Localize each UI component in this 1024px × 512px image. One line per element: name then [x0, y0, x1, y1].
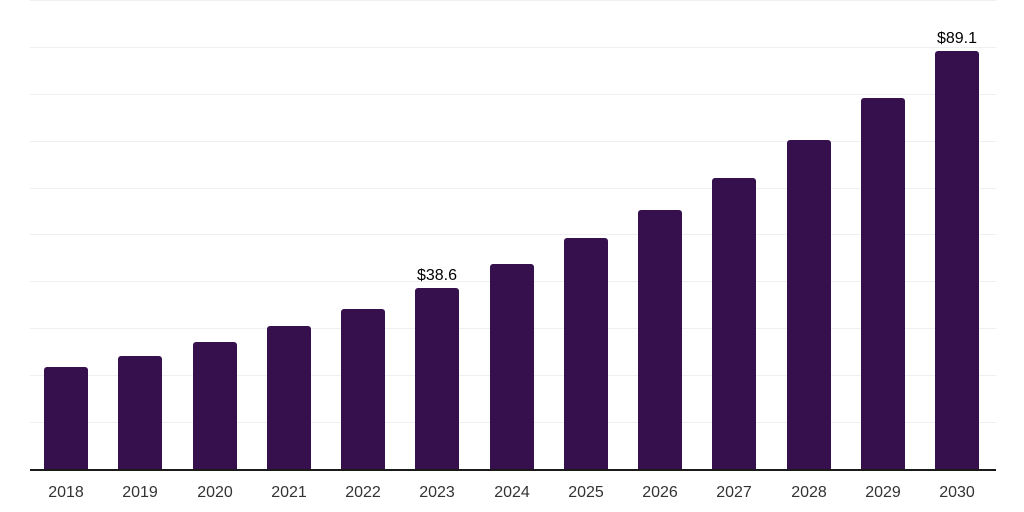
gridline-80	[30, 94, 996, 95]
x-axis-label-2030: 2030	[939, 484, 975, 501]
x-axis-label-2029: 2029	[865, 484, 901, 501]
value-label-2023: $38.6	[416, 267, 458, 284]
x-axis-label-2024: 2024	[494, 484, 530, 501]
bar-2028[interactable]	[787, 140, 831, 469]
x-axis-label-2018: 2018	[48, 484, 84, 501]
x-axis-label-2021: 2021	[271, 484, 307, 501]
x-axis-label-2028: 2028	[791, 484, 827, 501]
gridline-60	[30, 188, 996, 189]
bar-2018[interactable]	[44, 367, 88, 469]
bar-2026[interactable]	[638, 210, 682, 469]
bar-2022[interactable]	[341, 309, 385, 469]
bar-2023[interactable]	[415, 288, 459, 469]
value-label-2030: $89.1	[936, 30, 978, 47]
x-axis-label-2022: 2022	[345, 484, 381, 501]
bar-2025[interactable]	[564, 238, 608, 469]
x-axis-label-2026: 2026	[642, 484, 678, 501]
gridline-50	[30, 234, 996, 235]
x-axis-label-2025: 2025	[568, 484, 604, 501]
x-axis-label-2019: 2019	[122, 484, 158, 501]
gridline-90	[30, 47, 996, 48]
bar-2019[interactable]	[118, 356, 162, 469]
plot-area: $38.6 $89.1	[30, 0, 996, 469]
bar-2021[interactable]	[267, 326, 311, 469]
bar-2024[interactable]	[490, 264, 534, 469]
bar-2020[interactable]	[193, 342, 237, 469]
x-axis-line	[30, 469, 996, 471]
bar-2027[interactable]	[712, 178, 756, 469]
gridline-100	[30, 0, 996, 1]
gridline-70	[30, 141, 996, 142]
x-axis-label-2020: 2020	[197, 484, 233, 501]
x-axis-label-2023: 2023	[419, 484, 455, 501]
x-axis-label-2027: 2027	[716, 484, 752, 501]
bar-2030[interactable]	[935, 51, 979, 469]
bar-2029[interactable]	[861, 98, 905, 469]
